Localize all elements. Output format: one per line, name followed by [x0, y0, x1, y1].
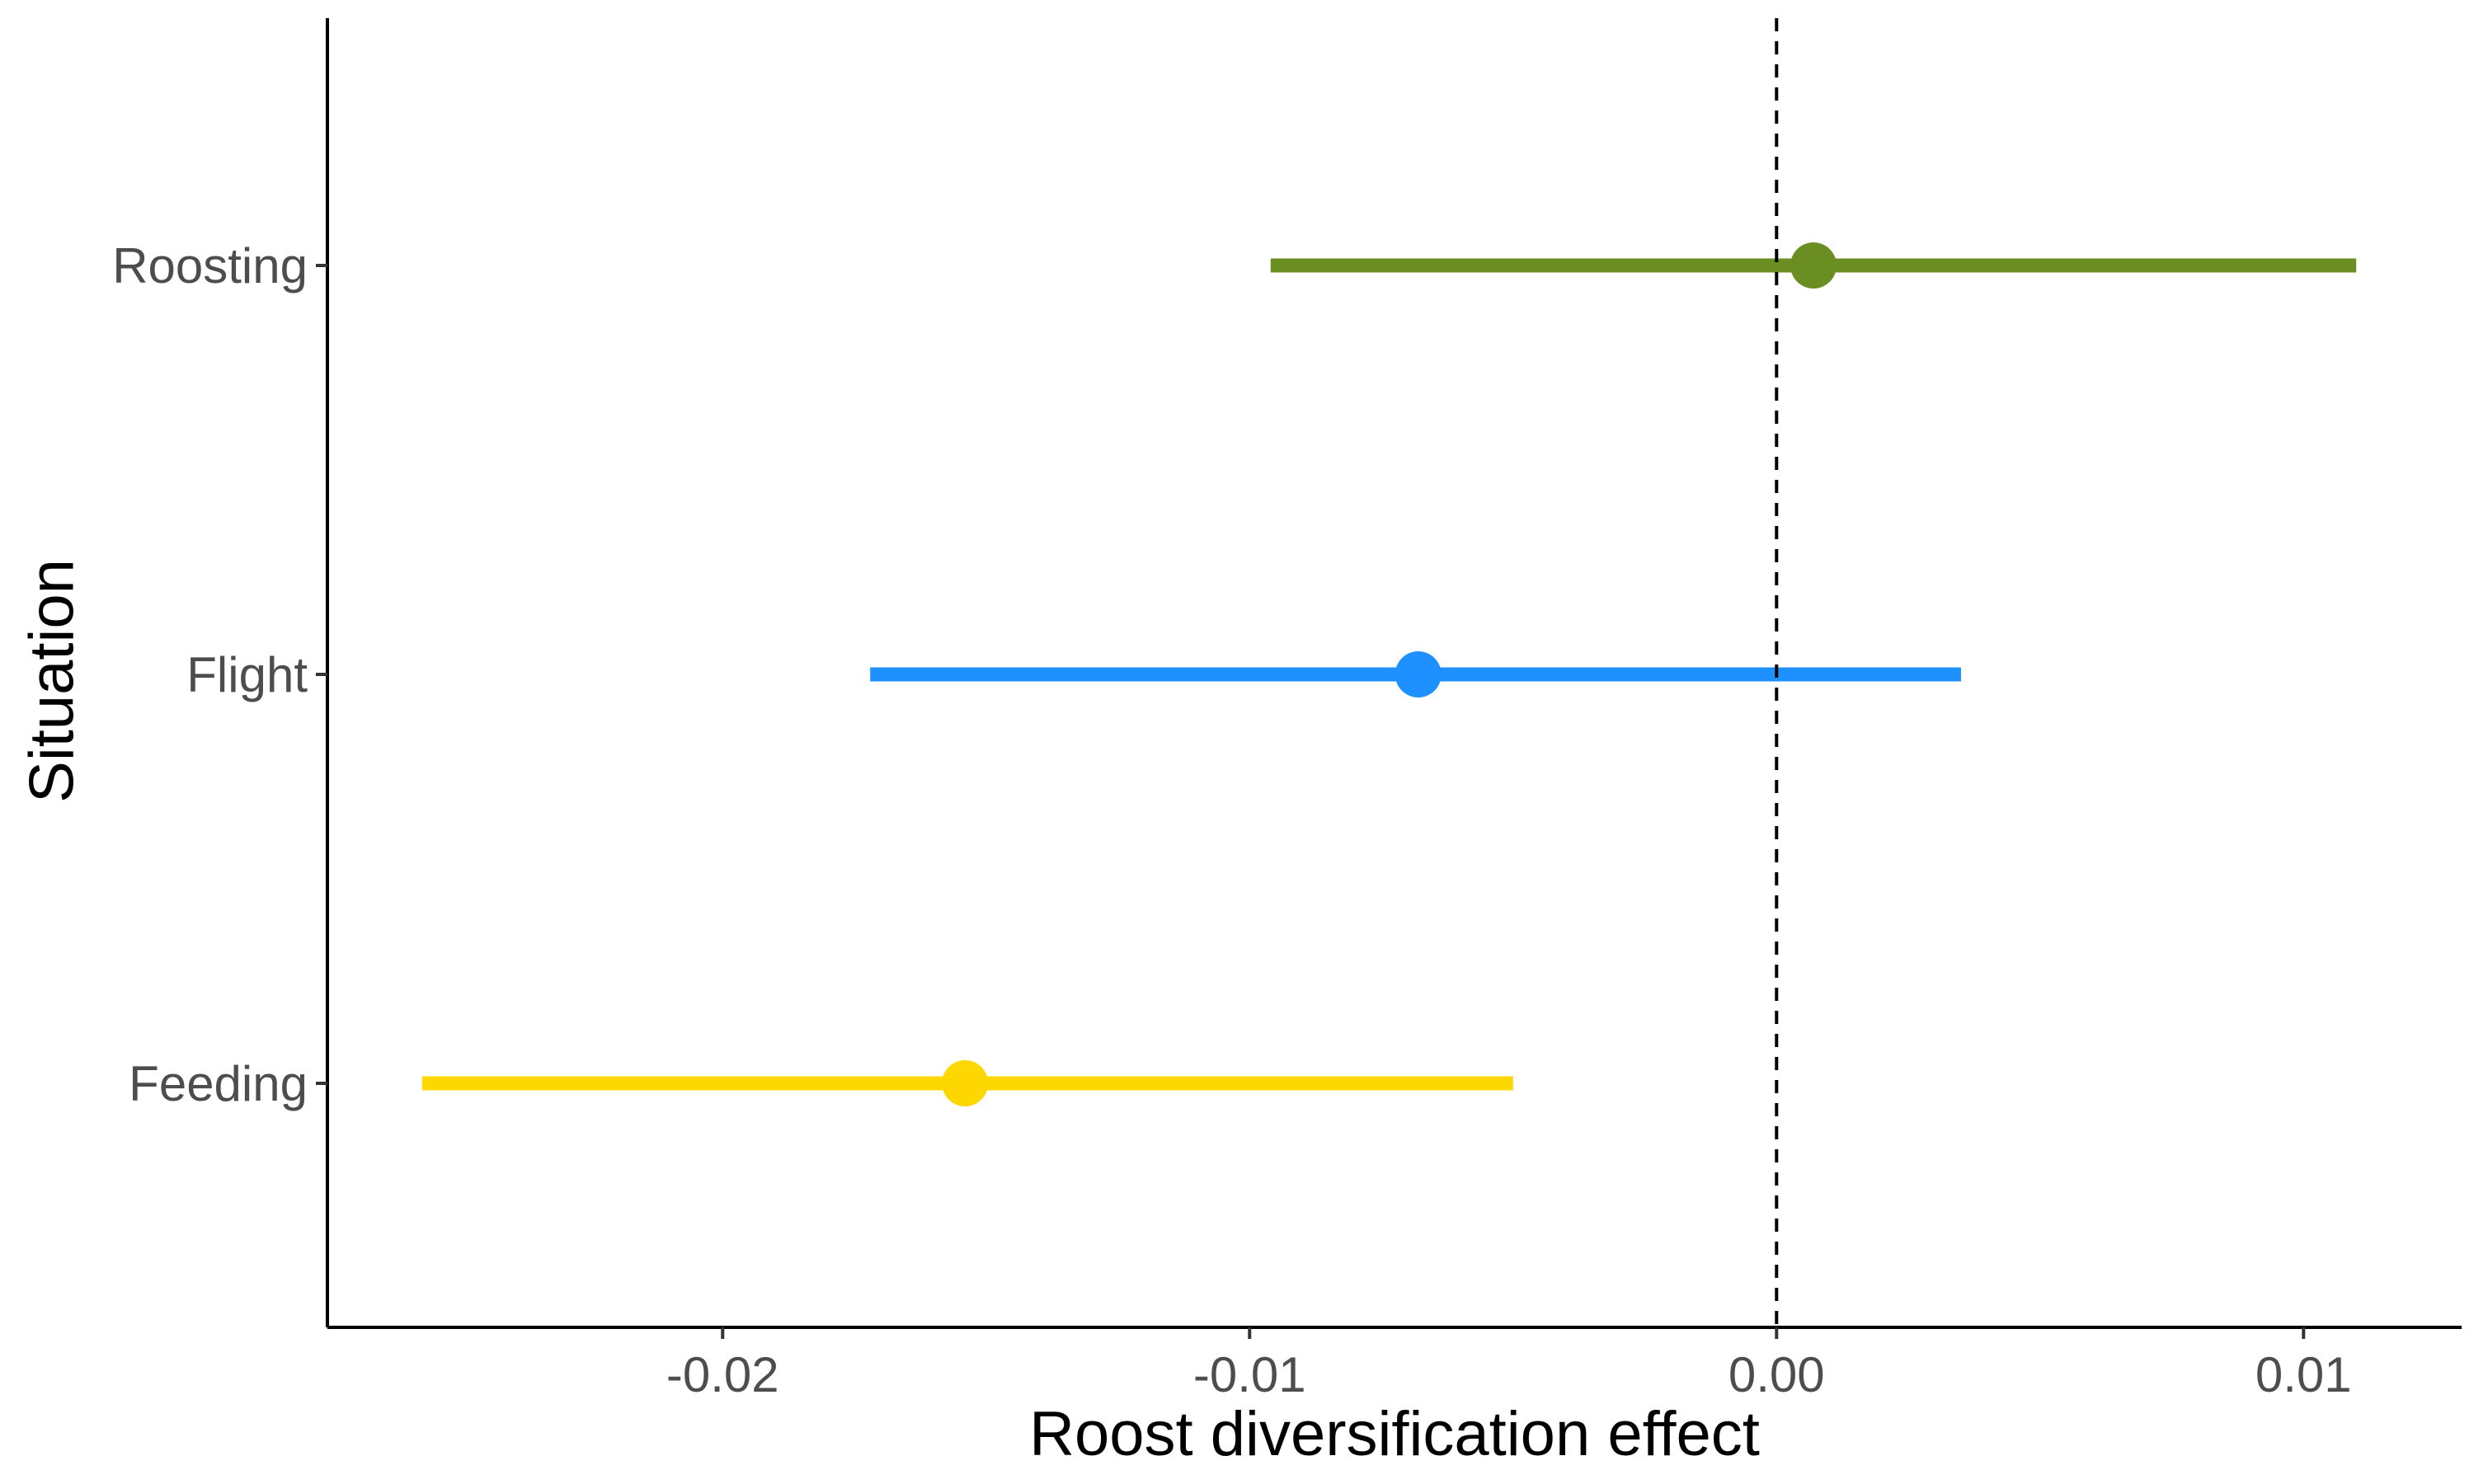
x-tick-label: -0.01	[1193, 1347, 1306, 1402]
point-estimate-roosting	[1790, 242, 1837, 289]
marks-layer	[422, 242, 2357, 1106]
point-estimate-feeding	[942, 1060, 989, 1106]
y-tick-label-flight: Flight	[186, 647, 308, 702]
x-tick-label: -0.02	[666, 1347, 779, 1402]
x-axis-title: Roost diversification effect	[1029, 1399, 1760, 1469]
y-axis-title: Situation	[17, 559, 87, 803]
x-tick-label: 0.01	[2255, 1347, 2352, 1402]
x-axis-ticks: -0.02 -0.01 0.00 0.01	[666, 1327, 2352, 1402]
x-tick-label: 0.00	[1729, 1347, 1825, 1402]
point-estimate-flight	[1395, 651, 1442, 697]
y-axis-ticks: Roosting Flight Feeding	[112, 238, 327, 1111]
y-tick-label-feeding: Feeding	[129, 1056, 308, 1111]
y-tick-label-roosting: Roosting	[112, 238, 308, 294]
